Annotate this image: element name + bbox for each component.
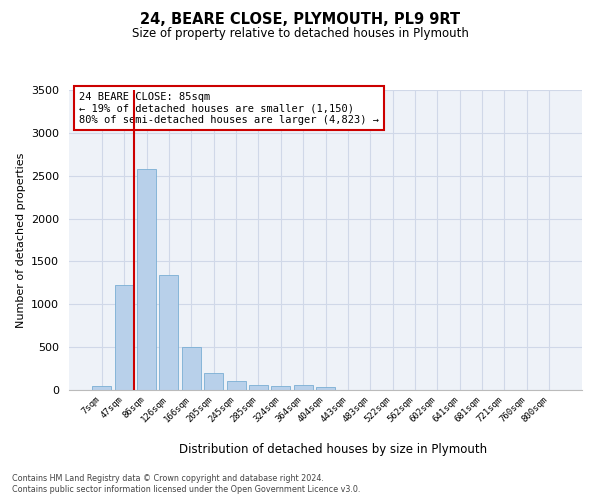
Bar <box>204 374 223 390</box>
Bar <box>160 275 178 390</box>
Bar <box>293 386 313 390</box>
Bar <box>182 347 201 390</box>
Text: Size of property relative to detached houses in Plymouth: Size of property relative to detached ho… <box>131 28 469 40</box>
Text: Contains HM Land Registry data © Crown copyright and database right 2024.: Contains HM Land Registry data © Crown c… <box>12 474 324 483</box>
Bar <box>92 386 112 390</box>
Bar <box>249 386 268 390</box>
Bar <box>115 286 134 390</box>
Text: 24 BEARE CLOSE: 85sqm
← 19% of detached houses are smaller (1,150)
80% of semi-d: 24 BEARE CLOSE: 85sqm ← 19% of detached … <box>79 92 379 124</box>
Bar <box>316 386 335 390</box>
Text: Distribution of detached houses by size in Plymouth: Distribution of detached houses by size … <box>179 442 487 456</box>
Y-axis label: Number of detached properties: Number of detached properties <box>16 152 26 328</box>
Text: Contains public sector information licensed under the Open Government Licence v3: Contains public sector information licen… <box>12 485 361 494</box>
Bar <box>137 169 156 390</box>
Bar <box>227 380 245 390</box>
Text: 24, BEARE CLOSE, PLYMOUTH, PL9 9RT: 24, BEARE CLOSE, PLYMOUTH, PL9 9RT <box>140 12 460 28</box>
Bar <box>271 386 290 390</box>
